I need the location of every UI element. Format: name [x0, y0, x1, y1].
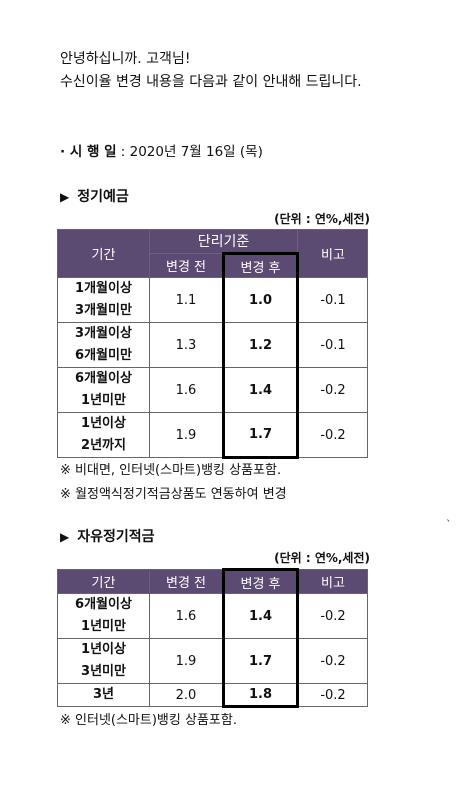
before-cell: 1.9 — [149, 412, 224, 458]
deposit-note-2: ※ 월정액식정기적금상품도 연동하여 변경 — [60, 487, 287, 502]
after-cell: 1.2 — [222, 322, 299, 368]
after-cell: 1.7 — [222, 638, 299, 684]
savings-title: 자유정기적금 — [77, 529, 155, 545]
table-row: 1년이상 2년까지 1.9 1.7 -0.2 — [57, 412, 368, 459]
deposit-section-title: ▶ 정기예금 — [60, 186, 129, 206]
greeting-line-2: 수신이율 변경 내용을 다음과 같이 안내해 드립니다. — [60, 74, 362, 90]
table-row: 1개월이상 3개월미만 1.1 1.0 -0.1 — [57, 277, 368, 323]
note-cell: -0.2 — [297, 593, 368, 639]
triangle-right-icon: ▶ — [60, 190, 70, 204]
period-cell: 6개월이상 1년미만 — [57, 367, 150, 413]
after-cell: 1.4 — [222, 593, 299, 639]
header-period: 기간 — [57, 229, 150, 278]
savings-section-title: ▶ 자유정기적금 — [60, 526, 155, 546]
before-cell: 1.6 — [149, 593, 224, 639]
after-cell: 1.4 — [222, 367, 299, 413]
note-cell: -0.1 — [297, 322, 368, 368]
before-cell: 1.1 — [149, 277, 224, 323]
header-after: 변경 후 — [222, 568, 299, 594]
header-before: 변경 전 — [149, 569, 224, 594]
header-group: 단리기준 — [149, 229, 298, 254]
header-after: 변경 후 — [222, 252, 299, 278]
table-row: 3개월이상 6개월미만 1.3 1.2 -0.1 — [57, 322, 368, 368]
deposit-title: 정기예금 — [77, 189, 129, 205]
savings-unit: (단위 : 연%,세전) — [274, 551, 370, 565]
savings-note-1: ※ 인터넷(스마트)뱅킹 상품포함. — [60, 713, 237, 728]
before-cell: 1.3 — [149, 322, 224, 368]
table-row: 6개월이상 1년미만 1.6 1.4 -0.2 — [57, 593, 368, 639]
note-cell: -0.2 — [297, 367, 368, 413]
note-cell: -0.2 — [297, 638, 368, 684]
effective-date: · 시 행 일 : 2020년 7월 16일 (목) — [60, 140, 263, 160]
header-before: 변경 전 — [149, 253, 224, 278]
note-cell: -0.2 — [297, 683, 368, 707]
after-cell: 1.0 — [222, 277, 299, 323]
effective-date-label: · 시 행 일 — [60, 144, 117, 160]
stray-mark: ` — [446, 518, 452, 531]
note-cell: -0.1 — [297, 277, 368, 323]
header-period: 기간 — [57, 569, 150, 594]
period-cell: 1년이상 2년까지 — [57, 412, 150, 458]
table-row: 1년이상 3년미만 1.9 1.7 -0.2 — [57, 638, 368, 684]
greeting: 안녕하십니까. 고객님! 수신이율 변경 내용을 다음과 같이 안내해 드립니다… — [60, 48, 362, 94]
deposit-rate-table: 기간 단리기준 비고 변경 전 변경 후 1개월이상 3개월미만 1.1 1.0 … — [57, 229, 368, 459]
period-cell: 1년이상 3년미만 — [57, 638, 150, 684]
deposit-note-1: ※ 비대면, 인터넷(스마트)뱅킹 상품포함. — [60, 463, 282, 478]
after-cell: 1.8 — [222, 683, 299, 708]
after-cell: 1.7 — [222, 412, 299, 459]
greeting-line-1: 안녕하십니까. 고객님! — [60, 51, 191, 67]
before-cell: 1.6 — [149, 367, 224, 413]
period-cell: 6개월이상 1년미만 — [57, 593, 150, 639]
deposit-unit: (단위 : 연%,세전) — [274, 212, 370, 226]
table-row: 3년 2.0 1.8 -0.2 — [57, 683, 368, 708]
table-row: 6개월이상 1년미만 1.6 1.4 -0.2 — [57, 367, 368, 413]
before-cell: 1.9 — [149, 638, 224, 684]
period-cell: 3개월이상 6개월미만 — [57, 322, 150, 368]
period-cell: 1개월이상 3개월미만 — [57, 277, 150, 323]
triangle-right-icon: ▶ — [60, 530, 70, 544]
header-note: 비고 — [297, 229, 368, 278]
note-cell: -0.2 — [297, 412, 368, 458]
header-note: 비고 — [297, 569, 368, 594]
effective-date-value: : 2020년 7월 16일 (목) — [116, 144, 263, 160]
before-cell: 2.0 — [149, 683, 224, 707]
period-cell: 3년 — [57, 683, 150, 707]
savings-rate-table: 기간 변경 전 변경 후 비고 6개월이상 1년미만 1.6 1.4 -0.2 1… — [57, 568, 368, 708]
